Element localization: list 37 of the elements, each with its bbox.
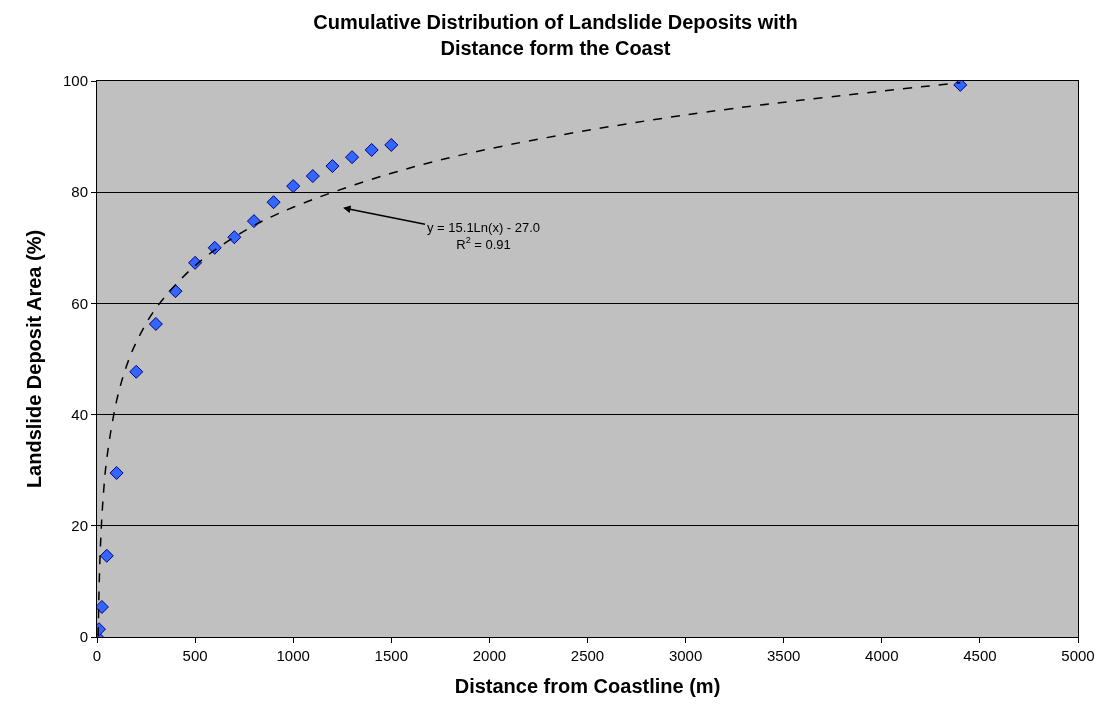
point xyxy=(207,240,222,255)
point xyxy=(266,195,281,210)
point xyxy=(99,548,114,563)
x-tick-label: 2000 xyxy=(472,647,507,664)
x-tick-label: 4000 xyxy=(865,647,899,664)
y-tick-label: 0 xyxy=(79,628,88,646)
point xyxy=(227,230,242,245)
point xyxy=(148,316,163,331)
x-tick-label: 1500 xyxy=(374,647,408,664)
point xyxy=(953,81,968,92)
annotation: y = 15.1Ln(x) - 27.0 R$^{2}$ = 0.91 xyxy=(427,220,541,252)
x-tick-label: 2500 xyxy=(570,647,605,664)
point xyxy=(325,159,340,174)
point xyxy=(305,169,320,184)
point xyxy=(168,284,183,299)
point xyxy=(345,150,360,165)
y-tick-label: 80 xyxy=(71,183,88,201)
point xyxy=(286,179,301,194)
x-tick-label: 3500 xyxy=(767,647,801,664)
y-tick-label: 40 xyxy=(71,405,88,423)
x-axis-title: Distance from Coastline (m) xyxy=(454,674,721,697)
point xyxy=(246,214,261,229)
y-axis-title: Landslide Deposit Area (%) xyxy=(23,229,46,489)
point xyxy=(384,137,399,152)
point xyxy=(364,142,379,157)
y-tick-label: 20 xyxy=(71,517,88,535)
chart-title: Cumulative Distribution of Landslide Deposits with Distance form the Coast xyxy=(313,10,798,59)
point xyxy=(129,364,144,379)
x-tick-label: 0 xyxy=(92,647,102,664)
point xyxy=(109,465,124,480)
y-tick-label: 60 xyxy=(71,294,88,312)
x-tick-label: 500 xyxy=(182,647,208,664)
x-tick-label: 1000 xyxy=(276,647,310,664)
y-tick-label: 100 xyxy=(62,72,88,90)
x-tick-label: 4500 xyxy=(963,647,997,664)
x-tick-label: 5000 xyxy=(1061,647,1095,664)
x-tick-label: 3000 xyxy=(668,647,703,664)
